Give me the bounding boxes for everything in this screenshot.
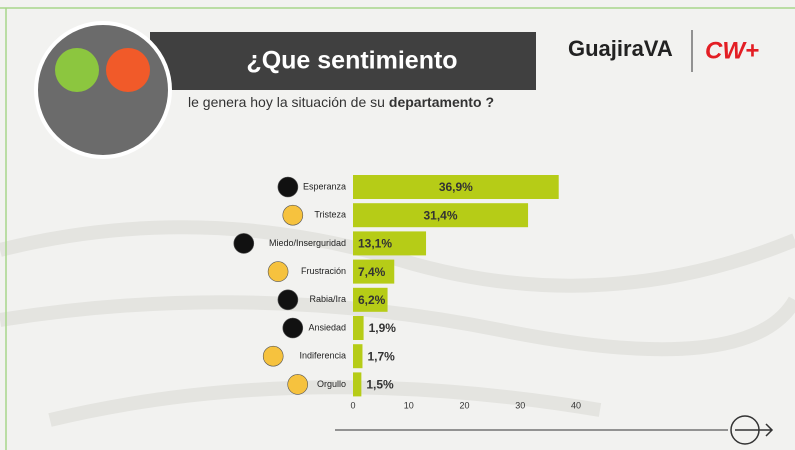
value-label: 36,9% bbox=[439, 180, 473, 194]
title: ¿Que sentimiento bbox=[246, 47, 457, 75]
emoji-icon bbox=[278, 290, 298, 310]
value-label: 7,4% bbox=[358, 265, 386, 279]
subtitle-part: le genera hoy la situación de su bbox=[188, 94, 385, 110]
emoji-icon bbox=[234, 233, 254, 253]
logo: GuajiraVA bbox=[568, 36, 673, 61]
emoji-icon bbox=[288, 374, 308, 394]
emoji-icon bbox=[283, 205, 303, 225]
category-label: Tristeza bbox=[314, 210, 346, 220]
x-tick-label: 10 bbox=[404, 400, 414, 410]
x-tick-label: 20 bbox=[459, 400, 469, 410]
slide: ¿Que sentimiento le genera hoy la situac… bbox=[0, 0, 795, 450]
category-label: Orgullo bbox=[317, 379, 346, 389]
emoji-icon bbox=[283, 318, 303, 338]
category-label: Frustración bbox=[301, 266, 346, 276]
category-label: Esperanza bbox=[303, 181, 346, 191]
x-tick-label: 0 bbox=[350, 400, 355, 410]
value-label: 1,7% bbox=[367, 349, 395, 363]
category-label: Ansiedad bbox=[308, 322, 346, 332]
bar bbox=[353, 344, 362, 368]
value-label: 1,9% bbox=[369, 321, 397, 335]
photo bbox=[36, 23, 170, 157]
page: ¿Que sentimiento le genera hoy la situac… bbox=[0, 0, 795, 450]
x-tick-label: 40 bbox=[571, 400, 581, 410]
value-label: 31,4% bbox=[424, 208, 458, 222]
category-label: Miedo/Inserguridad bbox=[269, 238, 346, 248]
subtitle-part: departamento bbox=[389, 94, 482, 110]
subtitle-part: ? bbox=[486, 94, 495, 110]
face-red bbox=[106, 48, 150, 92]
value-label: 13,1% bbox=[358, 237, 392, 251]
face-green bbox=[55, 48, 99, 92]
category-label: Rabia/Ira bbox=[309, 294, 346, 304]
emoji-icon bbox=[278, 177, 298, 197]
emoji-icon bbox=[268, 262, 288, 282]
bar bbox=[353, 372, 361, 396]
x-tick-label: 30 bbox=[515, 400, 525, 410]
category-label: Indiferencia bbox=[299, 351, 346, 361]
bar bbox=[353, 316, 364, 340]
emoji-icon bbox=[263, 346, 283, 366]
value-label: 6,2% bbox=[358, 293, 386, 307]
value-label: 1,5% bbox=[366, 378, 394, 392]
logo: CW+ bbox=[705, 37, 759, 64]
